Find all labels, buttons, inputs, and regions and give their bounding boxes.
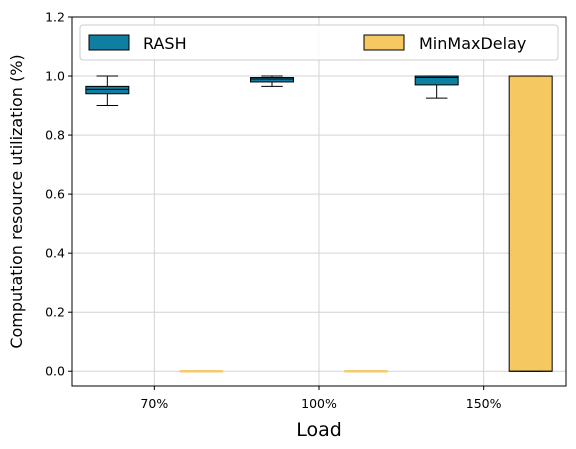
- y-axis-title: Computation resource utilization (%): [7, 54, 26, 348]
- y-tick-label: 0.6: [45, 187, 65, 202]
- x-axis: 70% 100% 150%: [140, 386, 502, 411]
- legend: RASH MinMaxDelay: [79, 24, 559, 61]
- box-rash-100pct: [250, 75, 294, 87]
- y-axis: 0.0 0.2 0.4 0.6 0.8 1.0 1.2: [45, 10, 72, 379]
- box-plots: [85, 75, 553, 373]
- x-axis-title: Load: [296, 419, 342, 441]
- legend-label-minmaxdelay: MinMaxDelay: [419, 34, 526, 53]
- box-minmaxdelay-150pct: [508, 75, 553, 372]
- legend-swatch-minmaxdelay: [363, 34, 405, 51]
- legend-label-rash: RASH: [143, 34, 187, 53]
- y-tick-label: 1.0: [45, 69, 65, 84]
- y-tick-label: 1.2: [45, 10, 65, 25]
- x-tick-label: 150%: [466, 396, 502, 411]
- box-iqr: [85, 85, 130, 95]
- box-iqr: [414, 75, 459, 86]
- legend-frame: [79, 24, 559, 61]
- grid: [72, 16, 566, 386]
- box-minmaxdelay-100pct: [344, 369, 388, 373]
- y-tick-label: 0.2: [45, 305, 65, 320]
- x-tick-label: 70%: [140, 396, 168, 411]
- box-flat: [344, 369, 388, 373]
- y-tick-label: 0.8: [45, 128, 65, 143]
- legend-swatch-rash: [88, 34, 130, 51]
- box-flat: [179, 369, 224, 373]
- y-tick-label: 0.4: [45, 246, 65, 261]
- box-rash-70pct: [85, 75, 130, 107]
- box-rash-150pct: [414, 75, 459, 99]
- box-iqr: [508, 75, 553, 372]
- y-tick-label: 0.0: [45, 364, 65, 379]
- x-tick-label: 100%: [301, 396, 337, 411]
- box-iqr: [250, 77, 294, 83]
- box-minmaxdelay-70pct: [179, 369, 224, 373]
